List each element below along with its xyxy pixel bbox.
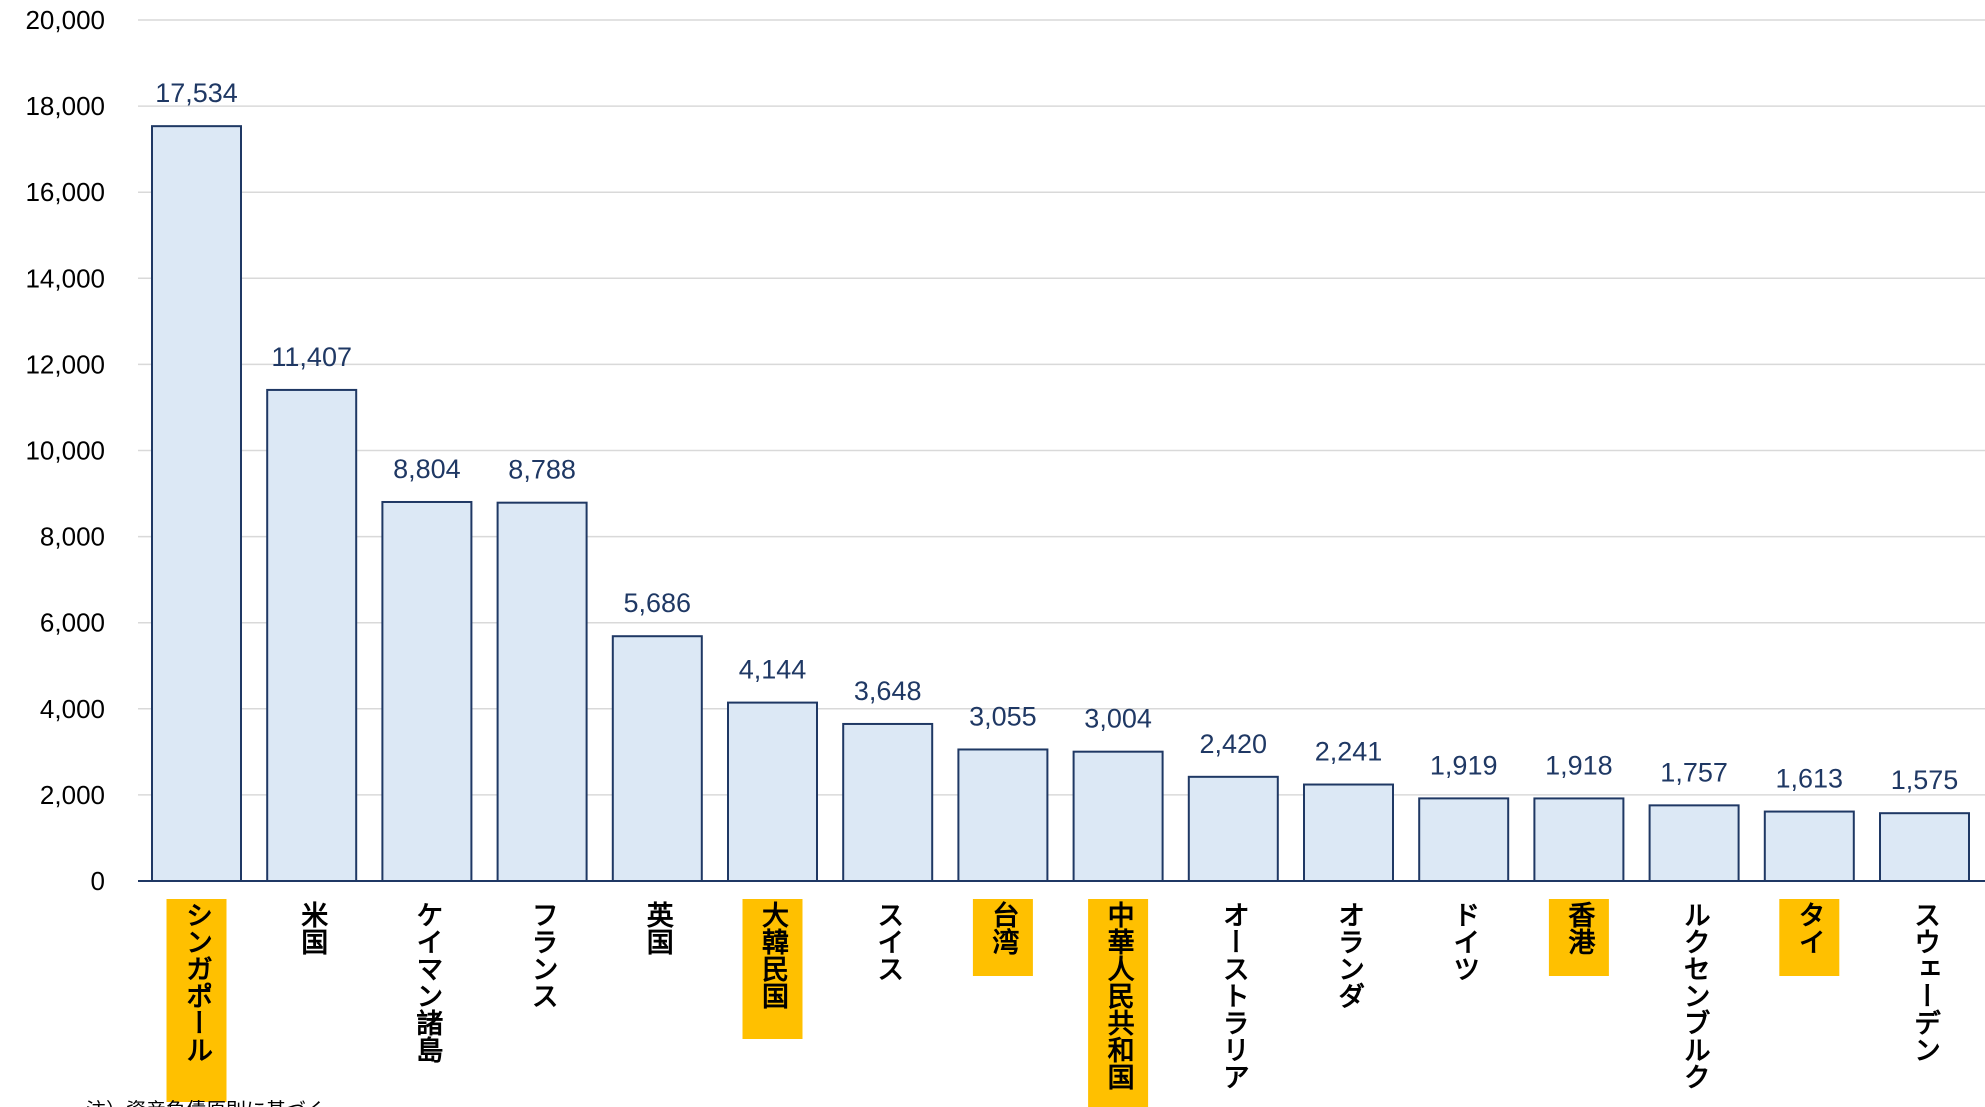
bar xyxy=(266,388,358,882)
category-highlights xyxy=(166,899,1840,1107)
y-axis-ticks: 0 2,000 4,000 6,000 8,000 10,000 12,000 14,000 1… xyxy=(25,5,105,896)
x-tick-label: 中華人民共和国 xyxy=(1103,901,1135,1090)
data-labels: 17,534 11,407 8,804 8,788 5,686 4,144 3,648 3,0… xyxy=(155,78,1958,795)
bar xyxy=(496,501,588,882)
bar xyxy=(1763,810,1855,883)
bars xyxy=(151,125,1970,883)
x-tick-label: オーストラリア xyxy=(1218,901,1249,1090)
category-highlight xyxy=(1088,899,1149,1107)
data-label: 8,788 xyxy=(508,455,576,485)
bar xyxy=(842,722,934,883)
y-tick-label: 0 xyxy=(91,866,105,896)
y-tick-label: 6,000 xyxy=(40,608,105,638)
x-tick-label: 大韓民国 xyxy=(757,901,789,1009)
bar xyxy=(1533,797,1625,883)
data-label: 1,919 xyxy=(1430,750,1498,780)
bar xyxy=(1187,775,1279,882)
y-tick-label: 16,000 xyxy=(25,177,105,207)
footnote: 注）資産負債原則に基づく xyxy=(86,1098,326,1107)
bar xyxy=(1303,783,1394,883)
bar xyxy=(611,635,703,883)
bar xyxy=(1072,750,1164,882)
y-tick-label: 2,000 xyxy=(40,780,105,810)
data-label: 3,055 xyxy=(969,701,1037,731)
category-highlight xyxy=(166,899,227,1102)
category-highlight xyxy=(742,899,803,1039)
data-label: 5,686 xyxy=(624,588,692,618)
bar xyxy=(1648,804,1740,882)
x-tick-label: スウェーデン xyxy=(1909,901,1940,1063)
x-tick-label: ルクセンブルク xyxy=(1679,901,1710,1090)
x-tick-label: 台湾 xyxy=(987,900,1019,955)
x-tick-label: 米国 xyxy=(296,901,328,955)
data-label: 2,241 xyxy=(1315,737,1383,767)
x-tick-label: フランス xyxy=(527,901,558,1009)
y-tick-label: 14,000 xyxy=(25,263,105,293)
x-tick-label: スイス xyxy=(872,901,903,982)
data-label: 1,613 xyxy=(1776,764,1844,794)
data-label: 2,420 xyxy=(1200,729,1268,759)
x-tick-label: タイ xyxy=(1794,901,1825,955)
bar xyxy=(1418,797,1510,882)
y-tick-label: 12,000 xyxy=(25,349,105,379)
x-tick-label: ドイツ xyxy=(1448,901,1479,982)
bar xyxy=(1879,812,1970,882)
x-tick-label: シンガポール xyxy=(181,901,212,1063)
data-label: 11,407 xyxy=(271,342,352,372)
category-highlight xyxy=(972,899,1033,976)
x-tick-label: 英国 xyxy=(642,901,674,955)
x-tick-label: オランダ xyxy=(1333,901,1364,1009)
x-tick-label: ケイマン諸島 xyxy=(411,901,443,1063)
y-tick-label: 20,000 xyxy=(25,5,105,35)
y-tick-label: 4,000 xyxy=(40,694,105,724)
data-label: 3,648 xyxy=(854,676,922,706)
bar xyxy=(151,125,242,882)
x-axis-labels: シンガポール 米国 ケイマン諸島 フランス 英国 大韓民国 スイス 台湾 中華人民共和国 オースト… xyxy=(181,900,1940,1090)
data-label: 3,004 xyxy=(1084,704,1152,734)
x-tick-label: 香港 xyxy=(1563,901,1595,955)
bar xyxy=(727,701,818,883)
y-tick-label: 8,000 xyxy=(40,522,105,552)
data-label: 8,804 xyxy=(393,454,461,484)
y-tick-label: 18,000 xyxy=(25,91,105,121)
data-label: 1,918 xyxy=(1545,750,1613,780)
bar xyxy=(957,748,1049,882)
category-highlight xyxy=(1779,899,1840,976)
data-label: 4,144 xyxy=(739,655,807,685)
data-label: 1,757 xyxy=(1660,757,1728,787)
data-label: 1,575 xyxy=(1891,765,1959,795)
data-label: 17,534 xyxy=(155,78,238,108)
y-tick-label: 10,000 xyxy=(25,436,105,466)
category-highlight xyxy=(1548,899,1609,976)
bar xyxy=(381,500,473,882)
